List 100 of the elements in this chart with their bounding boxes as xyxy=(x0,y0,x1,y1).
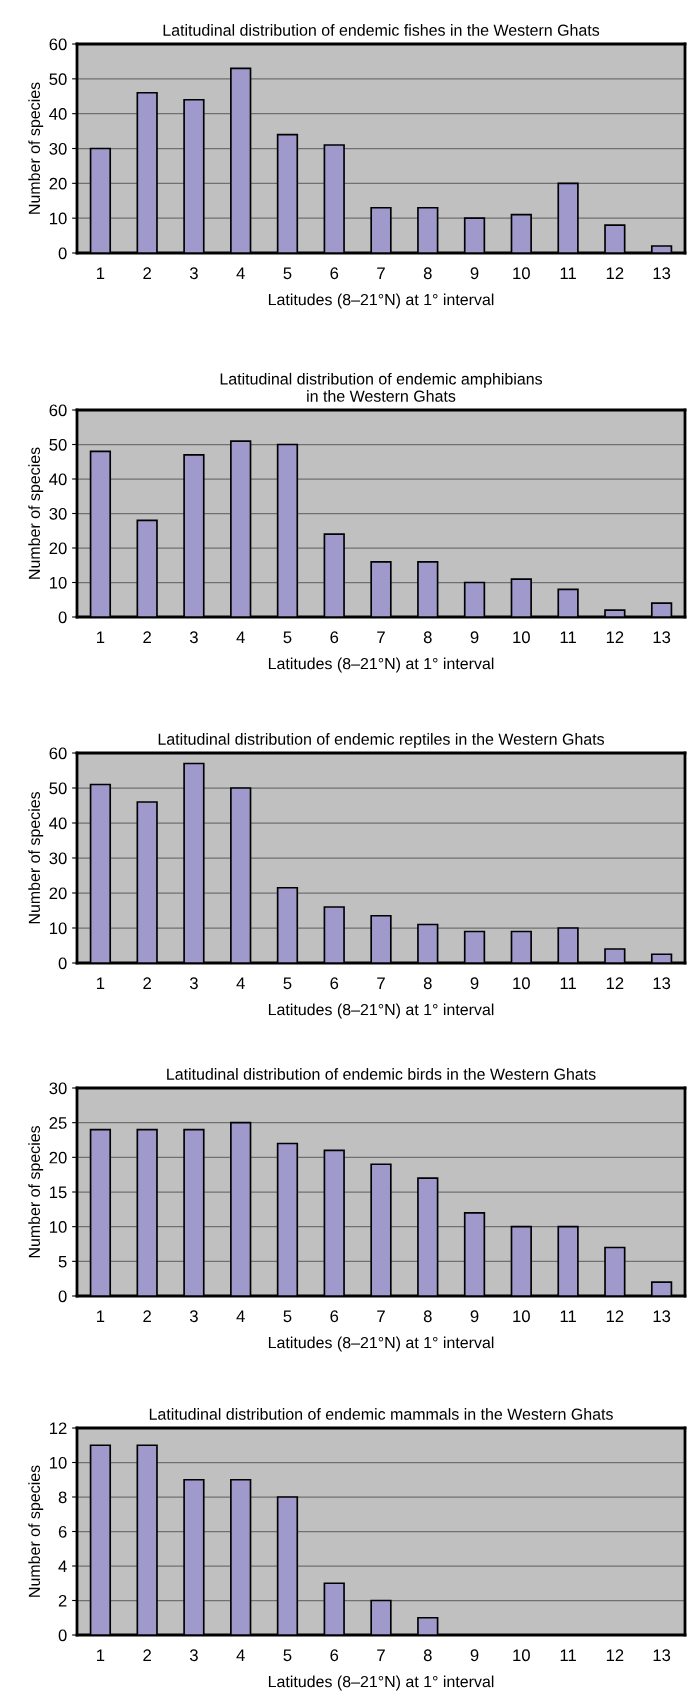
x-tick-label: 8 xyxy=(423,631,432,644)
x-tick-label: 13 xyxy=(653,1649,671,1662)
x-tick-label: 11 xyxy=(560,1310,576,1322)
x-tick-label: 6 xyxy=(330,267,339,280)
x-tick-label: 13 xyxy=(653,267,671,280)
y-tick-label: 6 xyxy=(58,1525,67,1538)
y-tick-label: 20 xyxy=(49,177,67,190)
x-tick-label: 11 xyxy=(560,1649,576,1661)
y-tick-label: 60 xyxy=(49,747,67,760)
x-tick-label: 4 xyxy=(236,267,245,279)
x-tick-label: 10 xyxy=(513,267,530,280)
x-axis-title: Latitudes (8–21°N) at 1° interval xyxy=(268,657,494,673)
y-tick-label: 40 xyxy=(49,817,67,830)
y-axis-title: Number of species xyxy=(28,82,44,214)
x-tick-label: 5 xyxy=(283,1649,292,1662)
x-tick-label: 4 xyxy=(236,977,245,989)
y-tick-label: 30 xyxy=(49,852,67,865)
y-tick-label: 10 xyxy=(50,922,67,935)
y-tick-label: 0 xyxy=(58,247,67,260)
y-tick-label: 20 xyxy=(49,887,67,900)
chart-title: Latitudinal distribution of endemic mammals in the Western Ghats xyxy=(149,1408,613,1420)
y-tick-label: 15 xyxy=(50,1186,67,1199)
x-tick-label: 6 xyxy=(330,1310,339,1323)
x-tick-label: 8 xyxy=(423,267,432,280)
y-tick-label: 2 xyxy=(58,1594,67,1607)
y-axis-title: Number of species xyxy=(28,791,44,924)
x-tick-label: 1 xyxy=(97,977,105,989)
y-tick-label: 60 xyxy=(49,38,67,51)
x-tick-label: 12 xyxy=(606,631,624,643)
x-axis-title: Latitudes (8–21°N) at 1° interval xyxy=(268,293,494,309)
y-tick-label: 50 xyxy=(49,73,67,86)
x-tick-label: 5 xyxy=(283,267,292,280)
y-tick-label: 10 xyxy=(50,1456,67,1469)
x-tick-label: 9 xyxy=(470,631,479,644)
y-tick-label: 10 xyxy=(50,212,67,225)
x-tick-label: 5 xyxy=(283,631,292,644)
x-tick-label: 2 xyxy=(143,267,151,279)
x-tick-label: 10 xyxy=(513,1649,530,1662)
x-tick-label: 8 xyxy=(423,977,432,990)
x-tick-label: 4 xyxy=(236,631,245,643)
y-tick-label: 20 xyxy=(49,1151,67,1164)
x-axis-title: Latitudes (8–21°N) at 1° interval xyxy=(268,1003,494,1019)
chart-title: Latitudinal distribution of endemic birds in the Western Ghats xyxy=(167,1068,596,1080)
x-tick-label: 3 xyxy=(189,631,198,644)
x-tick-label: 7 xyxy=(377,977,385,989)
chart-title: Latitudinal distribution of endemic fishes in the Western Ghats xyxy=(163,24,600,36)
y-tick-label: 20 xyxy=(49,542,67,555)
y-tick-label: 40 xyxy=(49,108,67,120)
x-tick-label: 1 xyxy=(97,1310,105,1322)
x-tick-label: 4 xyxy=(236,1310,245,1322)
y-axis-title: Number of species xyxy=(28,1465,44,1597)
y-axis-title: Number of species xyxy=(28,447,44,579)
x-tick-label: 10 xyxy=(513,977,530,990)
x-tick-label: 13 xyxy=(653,631,671,644)
y-tick-label: 0 xyxy=(58,611,67,624)
x-tick-label: 11 xyxy=(560,267,576,279)
x-tick-label: 10 xyxy=(513,1310,530,1323)
y-tick-label: 60 xyxy=(49,404,67,417)
y-tick-label: 8 xyxy=(58,1491,67,1504)
x-axis-title: Latitudes (8–21°N) at 1° interval xyxy=(268,1675,494,1691)
x-tick-label: 2 xyxy=(143,1310,151,1322)
x-tick-label: 1 xyxy=(97,1649,105,1661)
y-tick-label: 0 xyxy=(58,1290,67,1303)
x-tick-label: 6 xyxy=(330,631,339,644)
x-tick-label: 7 xyxy=(377,1310,385,1322)
x-tick-label: 3 xyxy=(189,1649,198,1662)
chart-title: Latitudinal distribution of endemic reptiles in the Western Ghats xyxy=(158,733,605,748)
x-tick-label: 3 xyxy=(189,1310,198,1323)
x-tick-label: 9 xyxy=(470,267,479,280)
x-tick-label: 6 xyxy=(330,977,339,990)
x-tick-label: 8 xyxy=(423,1649,432,1662)
x-tick-label: 1 xyxy=(97,267,105,279)
y-tick-label: 0 xyxy=(58,1629,67,1642)
x-tick-label: 4 xyxy=(236,1649,245,1661)
y-tick-label: 25 xyxy=(49,1117,67,1129)
x-tick-label: 9 xyxy=(470,977,479,990)
y-tick-label: 30 xyxy=(49,1082,67,1095)
x-tick-label: 2 xyxy=(143,977,151,989)
x-tick-label: 13 xyxy=(653,1310,671,1323)
x-tick-label: 12 xyxy=(606,977,624,989)
x-tick-label: 12 xyxy=(606,1310,624,1322)
x-tick-label: 12 xyxy=(606,1649,624,1661)
x-axis-title: Latitudes (8–21°N) at 1° interval xyxy=(268,1336,494,1352)
x-tick-label: 7 xyxy=(377,267,385,279)
x-tick-label: 3 xyxy=(189,267,198,280)
y-tick-label: 10 xyxy=(50,576,67,589)
x-tick-label: 10 xyxy=(513,631,530,644)
x-tick-label: 12 xyxy=(606,267,624,279)
x-tick-label: 9 xyxy=(470,1310,479,1323)
x-tick-label: 2 xyxy=(143,631,151,643)
y-tick-label: 30 xyxy=(49,507,67,520)
y-tick-label: 5 xyxy=(58,1255,67,1268)
y-axis-title: Number of species xyxy=(28,1125,44,1258)
y-tick-label: 50 xyxy=(49,782,67,795)
y-tick-label: 12 xyxy=(50,1422,67,1435)
x-tick-label: 13 xyxy=(653,977,671,990)
y-tick-label: 30 xyxy=(49,142,67,155)
x-tick-label: 5 xyxy=(283,1310,292,1323)
y-tick-label: 50 xyxy=(49,438,67,451)
chart-title: Latitudinal distribution of endemic amphibians in the Western Ghats xyxy=(220,372,543,402)
